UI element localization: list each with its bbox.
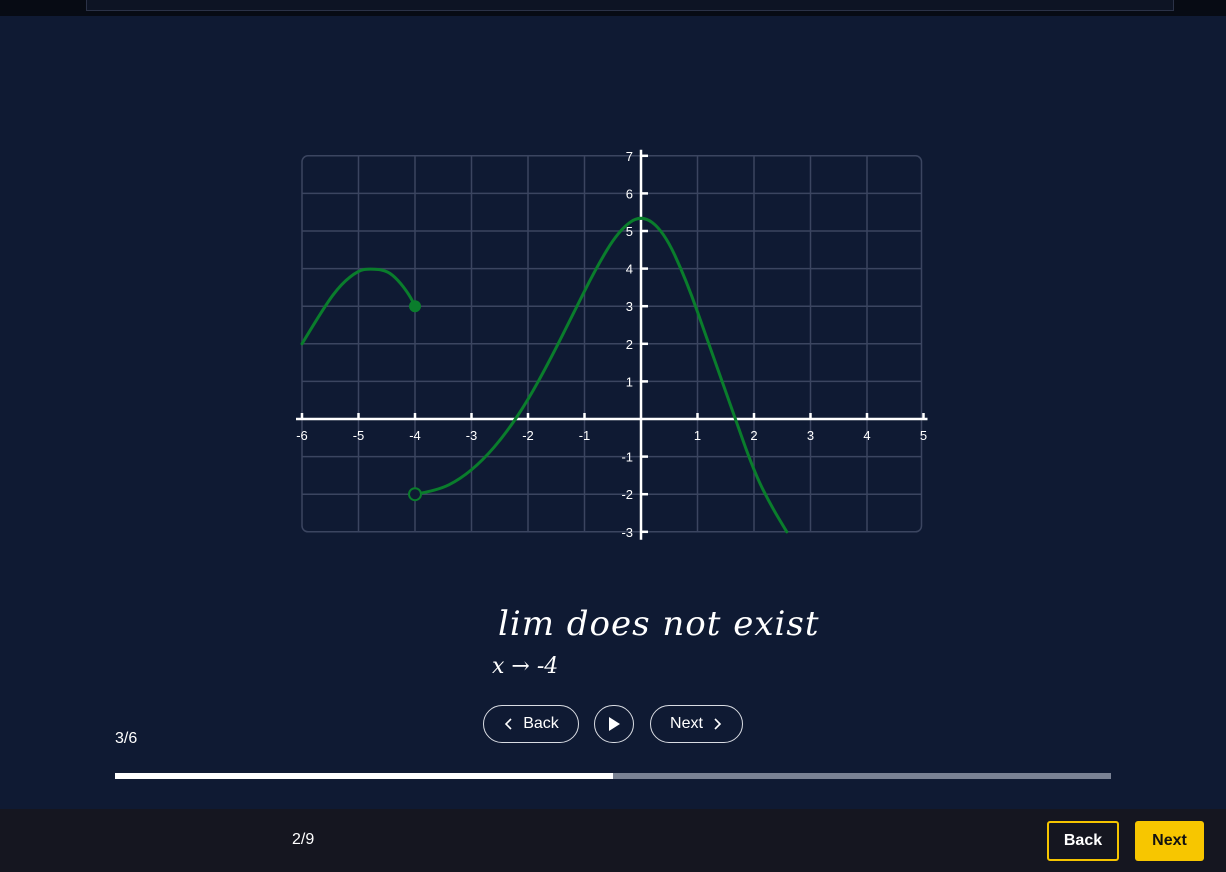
progress-fill [115, 773, 613, 779]
open-point [408, 487, 422, 502]
series-curve [300, 267, 417, 346]
limit-subscript: x → -4 [492, 654, 559, 679]
x-tick-label: -5 [353, 428, 365, 443]
play-button[interactable] [594, 705, 634, 743]
y-tick-label: 2 [626, 337, 633, 352]
player-back-label: Back [523, 715, 559, 732]
y-tick-label: 3 [626, 299, 633, 314]
top-bar [0, 0, 1226, 16]
x-tick-label: 3 [807, 428, 814, 443]
page-counter: 2/9 [292, 831, 315, 848]
y-tick-label: 7 [626, 149, 633, 164]
x-tick-label: -6 [296, 428, 308, 443]
footer-bar: 2/9 Back Next [0, 809, 1226, 872]
x-tick-label: -3 [466, 428, 478, 443]
closed-point [409, 300, 421, 313]
footer-next-button[interactable]: Next [1135, 821, 1204, 861]
limit-statement: lim does not exist [498, 604, 820, 644]
x-tick-label: 4 [863, 428, 870, 443]
limit-graph: -6 -5 -4 -3 -2 -1 1 2 3 4 5 7 6 5 4 3 2 1 -1 -2 -3 [296, 149, 928, 540]
chevron-left-icon [505, 718, 512, 730]
y-tick-label: 4 [626, 262, 633, 277]
x-tick-label: 2 [750, 428, 757, 443]
x-tick-label: 1 [694, 428, 701, 443]
step-counter: 3/6 [115, 730, 138, 747]
play-icon [609, 717, 620, 731]
x-tick-label: -1 [579, 428, 591, 443]
y-tick-label: -3 [621, 525, 633, 540]
y-tick-label: -1 [621, 450, 633, 465]
top-panel-edge [86, 0, 1174, 11]
player-back-button[interactable]: Back [483, 705, 579, 743]
player-controls: Back Next [0, 705, 1226, 745]
y-tick-label: 1 [626, 374, 633, 389]
chevron-right-icon [714, 718, 722, 730]
series-curve [413, 216, 789, 534]
y-tick-label: 6 [626, 186, 633, 201]
x-tick-label: -4 [409, 428, 421, 443]
x-tick-label: -2 [522, 428, 534, 443]
player-next-button[interactable]: Next [650, 705, 743, 743]
lesson-stage: -6 -5 -4 -3 -2 -1 1 2 3 4 5 7 6 5 4 3 2 1 -1 -2 -3 lim does … [0, 16, 1226, 809]
y-tick-label: 5 [626, 224, 633, 239]
player-next-label: Next [670, 715, 703, 732]
y-tick-label: -2 [621, 487, 633, 502]
progress-bar[interactable] [115, 773, 1111, 779]
x-tick-label: 5 [920, 428, 927, 443]
footer-back-button[interactable]: Back [1047, 821, 1119, 861]
